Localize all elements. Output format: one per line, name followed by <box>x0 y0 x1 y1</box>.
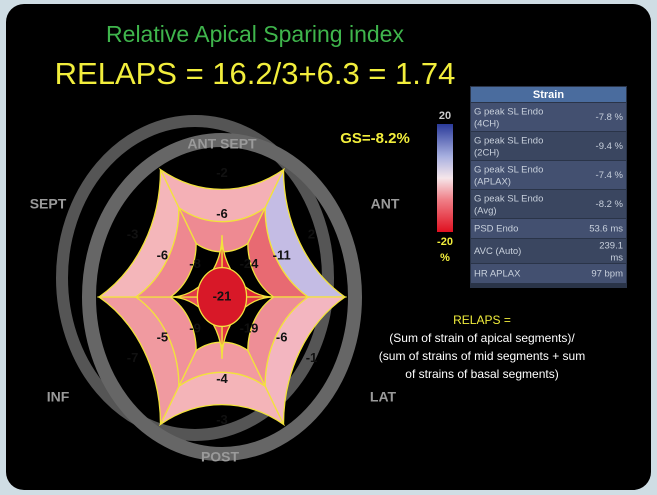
bullseye: -2 2 -1 -3 -7 -3 -6 -11 -6 -4 -5 -6 -24 -19 -9 -8 -21 <box>56 115 362 461</box>
row-label-line: (Avg) <box>474 205 497 216</box>
segment-label: -6 <box>157 247 169 262</box>
row-value: 53.6 ms <box>589 224 623 235</box>
formula: RELAPS = 16.2/3+6.3 = 1.74 <box>55 56 456 91</box>
colorbar-min: -20 <box>437 236 453 248</box>
table-row <box>471 239 626 263</box>
definition-line: of strains of basal segments) <box>405 367 558 381</box>
row-value-line: 239.1 <box>599 240 623 251</box>
row-label-line: G peak SL Endo <box>474 135 543 146</box>
row-label-line: (APLAX) <box>474 176 511 187</box>
segment-label: -4 <box>216 371 228 386</box>
segment-label: -5 <box>157 330 169 345</box>
segment-label: -11 <box>273 247 291 262</box>
segment-label: -2 <box>216 165 228 180</box>
orientation-label: ANT SEPT <box>187 136 257 152</box>
segment-label: -6 <box>276 330 288 345</box>
row-label-line: G peak SL Endo <box>474 193 543 204</box>
segment-label: -9 <box>189 321 201 336</box>
gs-label: GS=-8.2% <box>340 130 410 147</box>
row-label-line: G peak SL Endo <box>474 106 543 117</box>
colorbar-unit: % <box>440 252 450 264</box>
orientation-label: POST <box>201 449 240 465</box>
row-value: -9.4 % <box>596 141 624 152</box>
segment-label: -21 <box>213 288 232 303</box>
segment <box>133 207 197 298</box>
segment-label: -24 <box>240 256 260 271</box>
segment-label: 2 <box>308 227 315 242</box>
definition-heading: RELAPS = <box>453 313 511 327</box>
row-label: G peak SL Endo (4CH) <box>474 106 543 129</box>
segment-label: -19 <box>240 321 259 336</box>
table-header: Strain <box>533 89 564 101</box>
row-value: -8.2 % <box>596 199 624 210</box>
segment-label: -3 <box>216 412 228 427</box>
row-label: PSD Endo <box>474 224 518 235</box>
definition: (Sum of strain of apical segments)/ (sum … <box>379 331 585 381</box>
table-row <box>471 161 626 189</box>
apex <box>196 266 248 328</box>
row-value: 239.1 ms <box>599 240 623 263</box>
row-value: -7.4 % <box>596 170 624 181</box>
colorbar-max: 20 <box>439 110 451 122</box>
title: Relative Apical Sparing index <box>106 21 404 47</box>
definition-line: (Sum of strain of apical segments)/ <box>389 331 575 345</box>
table-row <box>471 132 626 160</box>
segment-label: -8 <box>189 256 201 271</box>
table-row <box>471 103 626 131</box>
segment-label: -3 <box>127 227 139 242</box>
row-label: G peak SL Endo (APLAX) <box>474 164 543 187</box>
row-value-line: ms <box>610 252 623 263</box>
colorbar <box>437 124 453 232</box>
orientation-label: LAT <box>370 389 397 405</box>
row-label: G peak SL Endo (Avg) <box>474 193 543 216</box>
table-row <box>471 190 626 218</box>
orientation-label: SEPT <box>30 196 67 212</box>
row-label-line: (2CH) <box>474 147 499 158</box>
orientation-label: INF <box>47 389 70 405</box>
table-header-bg <box>471 87 626 102</box>
segment-label: -6 <box>216 206 228 221</box>
offset-ring <box>56 115 334 441</box>
row-label: G peak SL Endo (2CH) <box>474 135 543 158</box>
row-label-line: G peak SL Endo <box>474 164 543 175</box>
segment-label: -1 <box>306 350 318 365</box>
definition-line: (sum of strains of mid segments + sum <box>379 349 585 363</box>
table-row <box>471 264 626 283</box>
row-label: AVC (Auto) <box>474 246 521 257</box>
outer-ring <box>82 133 362 461</box>
segment-label: -7 <box>127 350 139 365</box>
orientation-label: ANT <box>371 196 400 212</box>
row-value: 97 bpm <box>591 269 623 280</box>
table-row <box>471 219 626 238</box>
row-value: -7.8 % <box>596 112 624 123</box>
row-label: HR APLAX <box>474 269 521 280</box>
row-label-line: (4CH) <box>474 118 499 129</box>
